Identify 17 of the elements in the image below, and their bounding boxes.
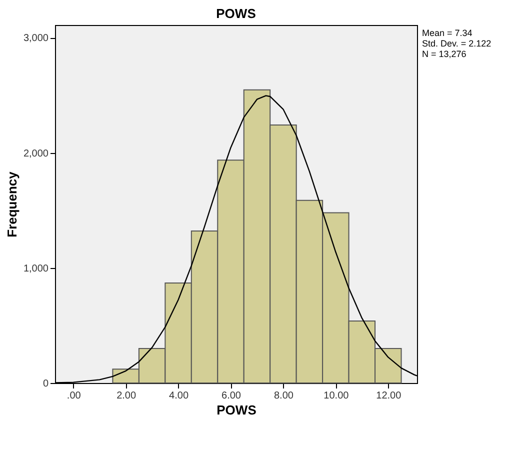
y-tick-label: 0 [42,378,49,390]
x-tick-label: 2.00 [116,390,136,402]
y-tick-label: 1,000 [23,263,49,274]
y-tick-label: 2,000 [23,148,49,160]
x-tick-label: .00 [66,390,82,402]
y-axis-title: Frequency [4,170,20,238]
x-tick-label: 8.00 [274,390,294,402]
chart-title: POWS [216,6,256,21]
y-tick-label: 3,000 [23,33,49,44]
x-tick-label: 6.00 [222,390,242,402]
x-axis-title: POWS [216,402,257,418]
text: Std. Dev. = 2.122 [422,38,492,48]
x-tick-label: 10.00 [324,390,350,402]
text: N = 13,276 [422,49,466,59]
text: Mean = 7.34 [422,28,472,38]
x-tick-label: 12.00 [376,390,402,402]
x-tick-label: 4.00 [169,390,189,402]
